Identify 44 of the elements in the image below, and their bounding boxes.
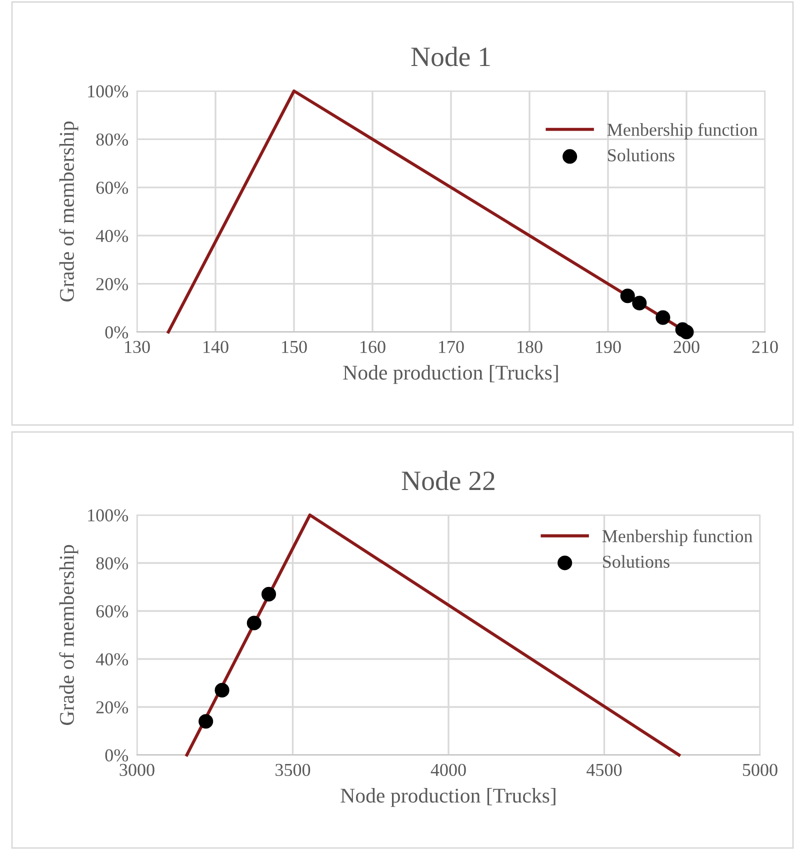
y-tick-label: 0% [105,326,128,338]
x-tick-label: 130 [125,340,150,354]
y-tick-label: 100% [88,509,128,522]
legend-label: Menbership function [602,529,752,546]
y-axis-title: Grade of membership [59,121,78,302]
y-tick-label: 60% [96,182,128,194]
legend-label: Solutions [608,148,674,162]
x-tick-label: 190 [596,340,621,354]
point [261,586,276,602]
x-axis-title: Node production [Trucks] [340,788,556,807]
x-tick-label: 210 [752,340,778,354]
x-axis-title: Node production [Trucks] [343,365,558,384]
point [198,714,214,729]
point [246,616,262,630]
y-tick-label: 100% [88,85,128,98]
point [656,310,670,325]
x-tick-label: 150 [282,340,307,354]
x-tick-label: 5000 [742,764,778,776]
y-tick-label: 80% [96,133,128,146]
point [632,296,647,310]
x-tick-label: 4000 [430,764,466,776]
y-tick-label: 80% [96,557,128,570]
chart-title: Node 22 [402,470,494,490]
y-tick-label: 20% [96,701,128,714]
y-tick-label: 0% [105,749,128,762]
legend-label: Solutions [603,555,670,568]
point [679,324,694,340]
y-tick-label: 40% [96,653,128,666]
x-tick-label: 160 [360,340,386,354]
x-tick-label: 170 [439,340,464,354]
x-tick-label: 4500 [586,764,622,776]
y-tick-label: 20% [96,278,128,290]
y-tick-label: 40% [96,230,128,242]
x-tick-label: 180 [518,340,542,354]
chart-title: Node 1 [411,46,490,66]
x-tick-label: 200 [674,340,700,354]
point [620,288,635,304]
y-tick-label: 60% [96,605,128,618]
legend-label: Menbership function [607,122,758,140]
x-tick-label: 3000 [120,764,154,776]
point [214,682,230,698]
x-tick-label: 3500 [276,764,310,776]
x-tick-label: 140 [204,340,228,354]
y-axis-title: Grade of membership [59,544,78,725]
